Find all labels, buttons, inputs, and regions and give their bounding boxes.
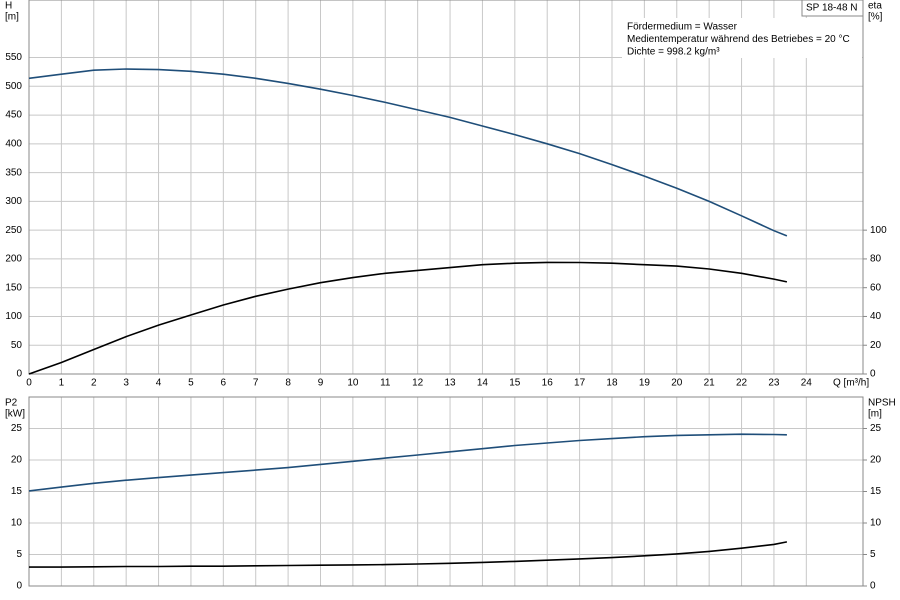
plot-frame (28, 396, 864, 587)
y-axis-unit: [kW] (5, 409, 25, 420)
x-tick-label: 12 (412, 378, 424, 389)
x-axis-label: Q [m³/h] (833, 378, 869, 389)
plot-area (29, 0, 863, 374)
x-tick-label: 18 (606, 378, 618, 389)
model: SP 18-48 N (806, 3, 858, 14)
x-tick-label: 23 (768, 378, 780, 389)
y-tick-label: 0 (16, 581, 22, 592)
y-tick-label: 350 (5, 167, 22, 178)
x-tick-label: 7 (253, 378, 259, 389)
x-tick-label: 4 (156, 378, 162, 389)
y2-axis-label: NPSH (868, 398, 896, 409)
x-tick-label: 24 (801, 378, 813, 389)
y2-tick-label: 0 (870, 369, 876, 380)
y-tick-label: 20 (11, 455, 23, 466)
x-tick-label: 11 (380, 378, 391, 389)
x-tick-label: 14 (477, 378, 489, 389)
x-tick-label: 13 (444, 378, 456, 389)
y-tick-label: 150 (5, 282, 22, 293)
x-tick-label: 5 (188, 378, 194, 389)
note: Medientemperatur während des Betriebes =… (627, 34, 850, 45)
y2-tick-label: 20 (870, 455, 882, 466)
x-tick-label: 22 (736, 378, 748, 389)
y-tick-label: 550 (5, 52, 22, 63)
curve (28, 68, 788, 237)
x-tick-label: 21 (704, 378, 716, 389)
y-axis-label: P2 (5, 398, 18, 409)
y-tick-label: 10 (11, 518, 23, 529)
curve (28, 261, 788, 375)
y-tick-label: 50 (11, 340, 23, 351)
y2-axis-unit: [m] (868, 409, 882, 420)
y-tick-label: 0 (16, 369, 22, 380)
y2-tick-label: 80 (870, 254, 882, 265)
x-tick-label: 0 (26, 378, 32, 389)
note: Dichte = 998.2 kg/m³ (627, 47, 720, 58)
x-tick-label: 3 (123, 378, 129, 389)
x-tick-label: 19 (639, 378, 651, 389)
x-tick-label: 15 (509, 378, 521, 389)
y2-tick-label: 0 (870, 581, 876, 592)
plot-frame (28, 0, 864, 375)
y-tick-label: 5 (16, 549, 22, 560)
y-tick-label: 450 (5, 110, 22, 121)
x-tick-label: 10 (347, 378, 359, 389)
y2-tick-label: 5 (870, 549, 876, 560)
y-tick-label: 300 (5, 196, 22, 207)
y-tick-label: 500 (5, 81, 22, 92)
y-tick-label: 15 (11, 486, 23, 497)
note: Fördermedium = Wasser (627, 22, 738, 33)
x-tick-label: 16 (542, 378, 554, 389)
curve (29, 541, 788, 568)
x-tick-label: 6 (221, 378, 227, 389)
y2-tick-label: 20 (870, 340, 882, 351)
curve (28, 433, 787, 492)
y2-axis-label: eta (868, 1, 882, 12)
x-tick-label: 8 (285, 378, 291, 389)
x-tick-label: 20 (671, 378, 683, 389)
x-tick-label: 9 (318, 378, 324, 389)
y-tick-label: 250 (5, 225, 22, 236)
notes-box (622, 18, 862, 58)
y2-tick-label: 60 (870, 282, 882, 293)
y-tick-label: 200 (5, 254, 22, 265)
y-tick-label: 25 (11, 423, 23, 434)
y-axis-label: H (5, 1, 12, 12)
y2-tick-label: 40 (870, 311, 882, 322)
y-tick-label: 100 (5, 311, 22, 322)
x-tick-label: 2 (91, 378, 97, 389)
model-box (801, 0, 864, 17)
y-tick-label: 400 (5, 138, 22, 149)
x-tick-label: 1 (59, 378, 65, 389)
y2-tick-label: 15 (870, 486, 882, 497)
y-axis-unit: [m] (5, 12, 19, 23)
y2-tick-label: 10 (870, 518, 882, 529)
y2-tick-label: 25 (870, 423, 882, 434)
y2-tick-label: 100 (870, 225, 887, 236)
x-tick-label: 17 (574, 378, 586, 389)
y2-axis-unit: [%] (868, 12, 883, 23)
